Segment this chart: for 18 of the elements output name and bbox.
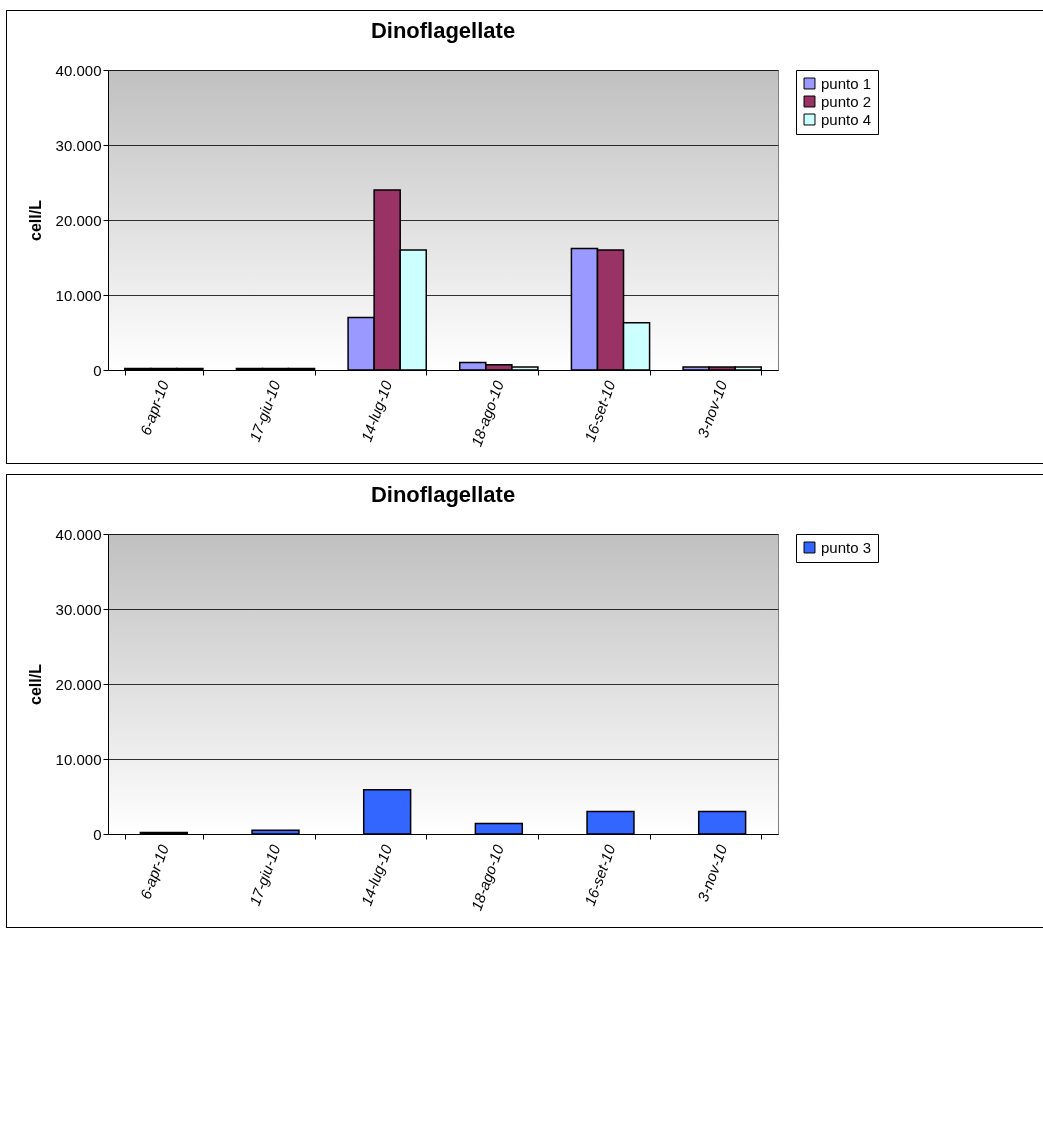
legend-label: punto 1 — [821, 74, 872, 92]
y-tick-label: 0 — [93, 361, 102, 379]
chart-title: Dinoflagellate — [370, 18, 516, 43]
legend-label: punto 3 — [821, 538, 872, 556]
y-tick-label: 30.000 — [55, 136, 102, 154]
y-axis-title: cell/L — [26, 663, 44, 705]
y-tick-label: 40.000 — [55, 525, 102, 543]
y-tick-label: 10.000 — [55, 750, 102, 768]
y-tick-label: 0 — [93, 825, 102, 843]
y-tick-label: 20.000 — [55, 211, 102, 229]
legend-label: punto 4 — [821, 110, 872, 128]
y-axis-title: cell/L — [26, 199, 44, 241]
y-tick-label: 10.000 — [55, 286, 102, 304]
y-tick-label: 20.000 — [55, 675, 102, 693]
legend-label: punto 2 — [821, 92, 872, 110]
y-tick-label: 40.000 — [55, 61, 102, 79]
y-tick-label: 30.000 — [55, 600, 102, 618]
chart-title: Dinoflagellate — [370, 482, 516, 507]
